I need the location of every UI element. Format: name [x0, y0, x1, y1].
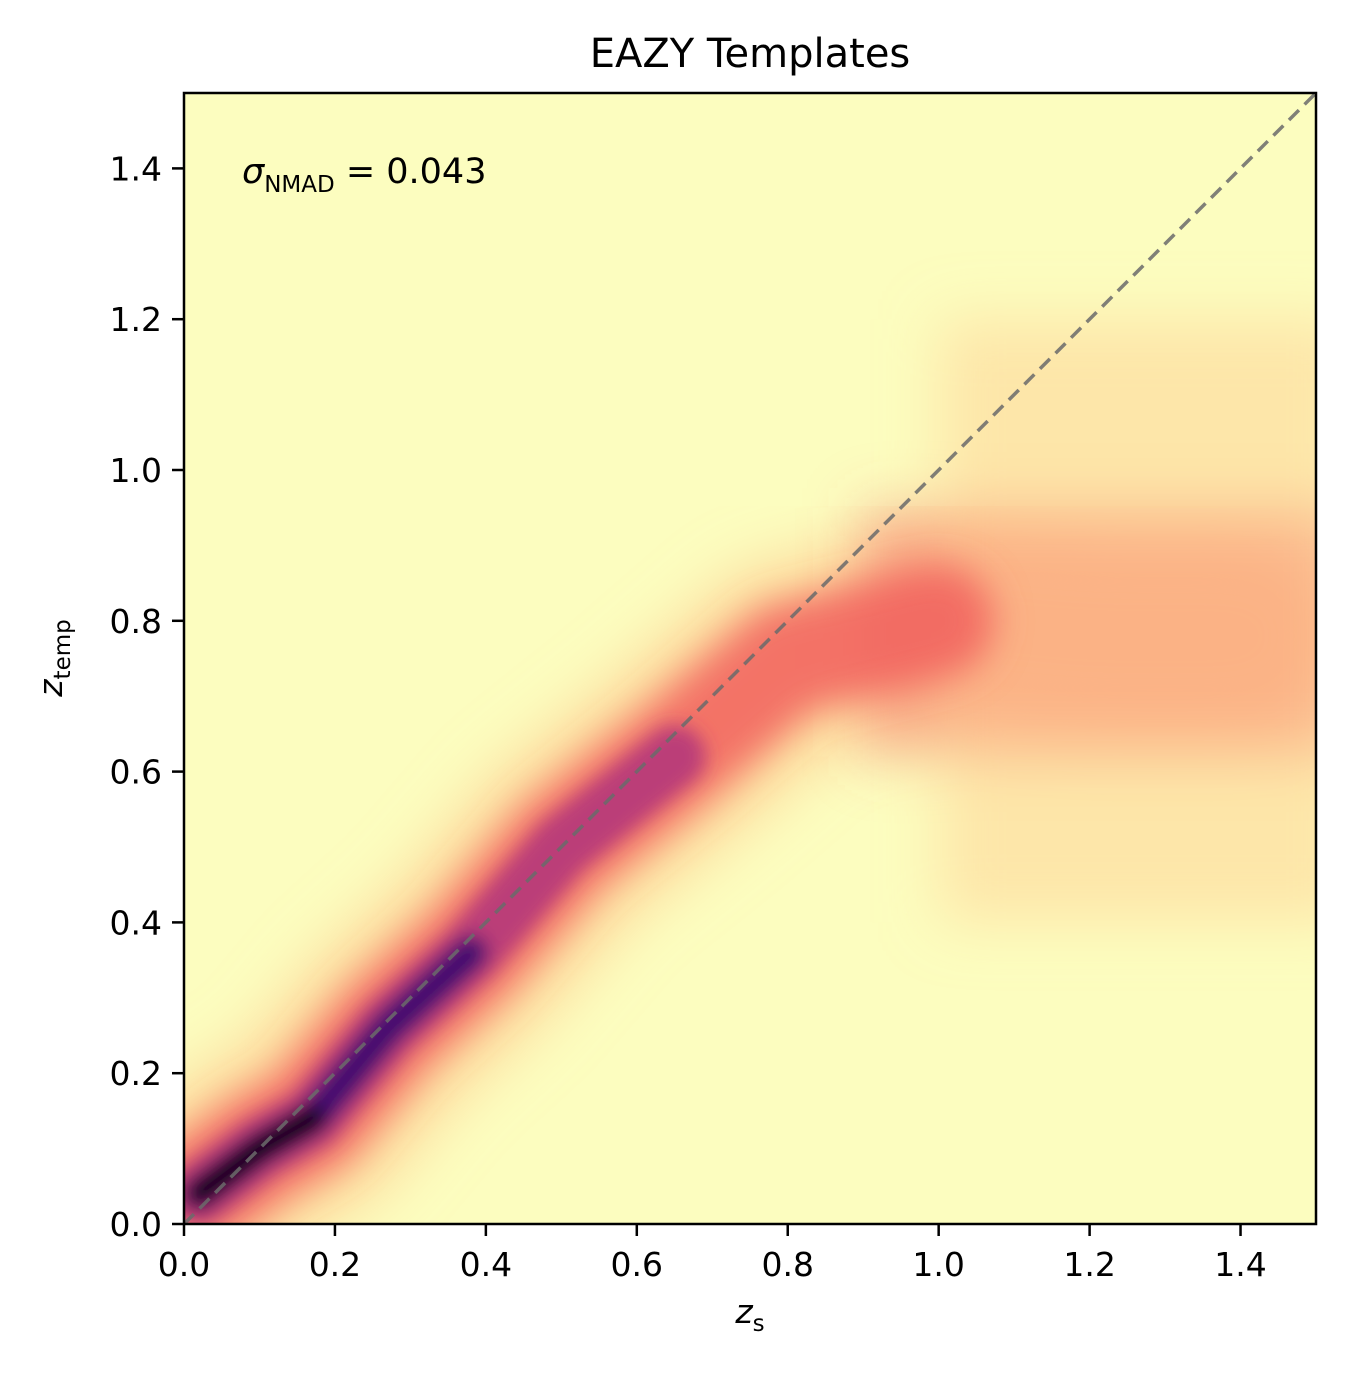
- sigma-nmad-annotation: σNMAD = 0.043: [242, 152, 486, 198]
- density-maximum: [186, 1105, 326, 1207]
- density-plateau-halo: [938, 319, 1316, 923]
- annotation-value: = 0.043: [335, 152, 487, 192]
- y-tick-label: 0.2: [110, 1054, 162, 1093]
- y-axis-label-subscript: temp: [50, 619, 76, 679]
- y-tick-label: 0.4: [110, 903, 162, 942]
- y-tick-label: 0.8: [110, 602, 162, 641]
- chart-title: EAZY Templates: [590, 31, 911, 77]
- plot-frame: [182, 91, 1318, 1226]
- x-tick-label: 0.2: [309, 1245, 361, 1284]
- x-axis-label-symbol: z: [734, 1292, 753, 1331]
- x-axis-ticks: 0.0 0.2 0.4 0.6 0.8 1.0 1.2 1.4: [158, 1224, 1267, 1284]
- y-axis-label-symbol: z: [31, 679, 70, 698]
- x-axis-label: zs: [734, 1292, 764, 1337]
- x-tick-label: 0.6: [611, 1245, 663, 1284]
- y-tick-label: 1.2: [110, 300, 162, 339]
- x-tick-label: 1.4: [1214, 1245, 1266, 1284]
- y-tick-label: 1.4: [110, 149, 162, 188]
- x-tick-label: 0.4: [460, 1245, 512, 1284]
- annotation-symbol: σ: [242, 152, 266, 192]
- annotation-subscript: NMAD: [264, 172, 335, 198]
- x-tick-label: 1.2: [1063, 1245, 1115, 1284]
- x-tick-label: 0.0: [158, 1245, 210, 1284]
- x-tick-label: 1.0: [912, 1245, 964, 1284]
- y-tick-label: 1.0: [110, 451, 162, 490]
- x-tick-label: 0.8: [761, 1245, 813, 1284]
- y-tick-label: 0.6: [110, 753, 162, 792]
- plot-area: [184, 93, 1316, 1224]
- y-axis-ticks: 0.0 0.2 0.4 0.6 0.8 1.0 1.2 1.4: [110, 149, 184, 1244]
- x-axis-label-subscript: s: [753, 1311, 765, 1337]
- y-axis-label: ztemp: [31, 619, 76, 698]
- y-tick-label: 0.0: [110, 1205, 162, 1244]
- one-to-one-reference-line: [184, 93, 1316, 1224]
